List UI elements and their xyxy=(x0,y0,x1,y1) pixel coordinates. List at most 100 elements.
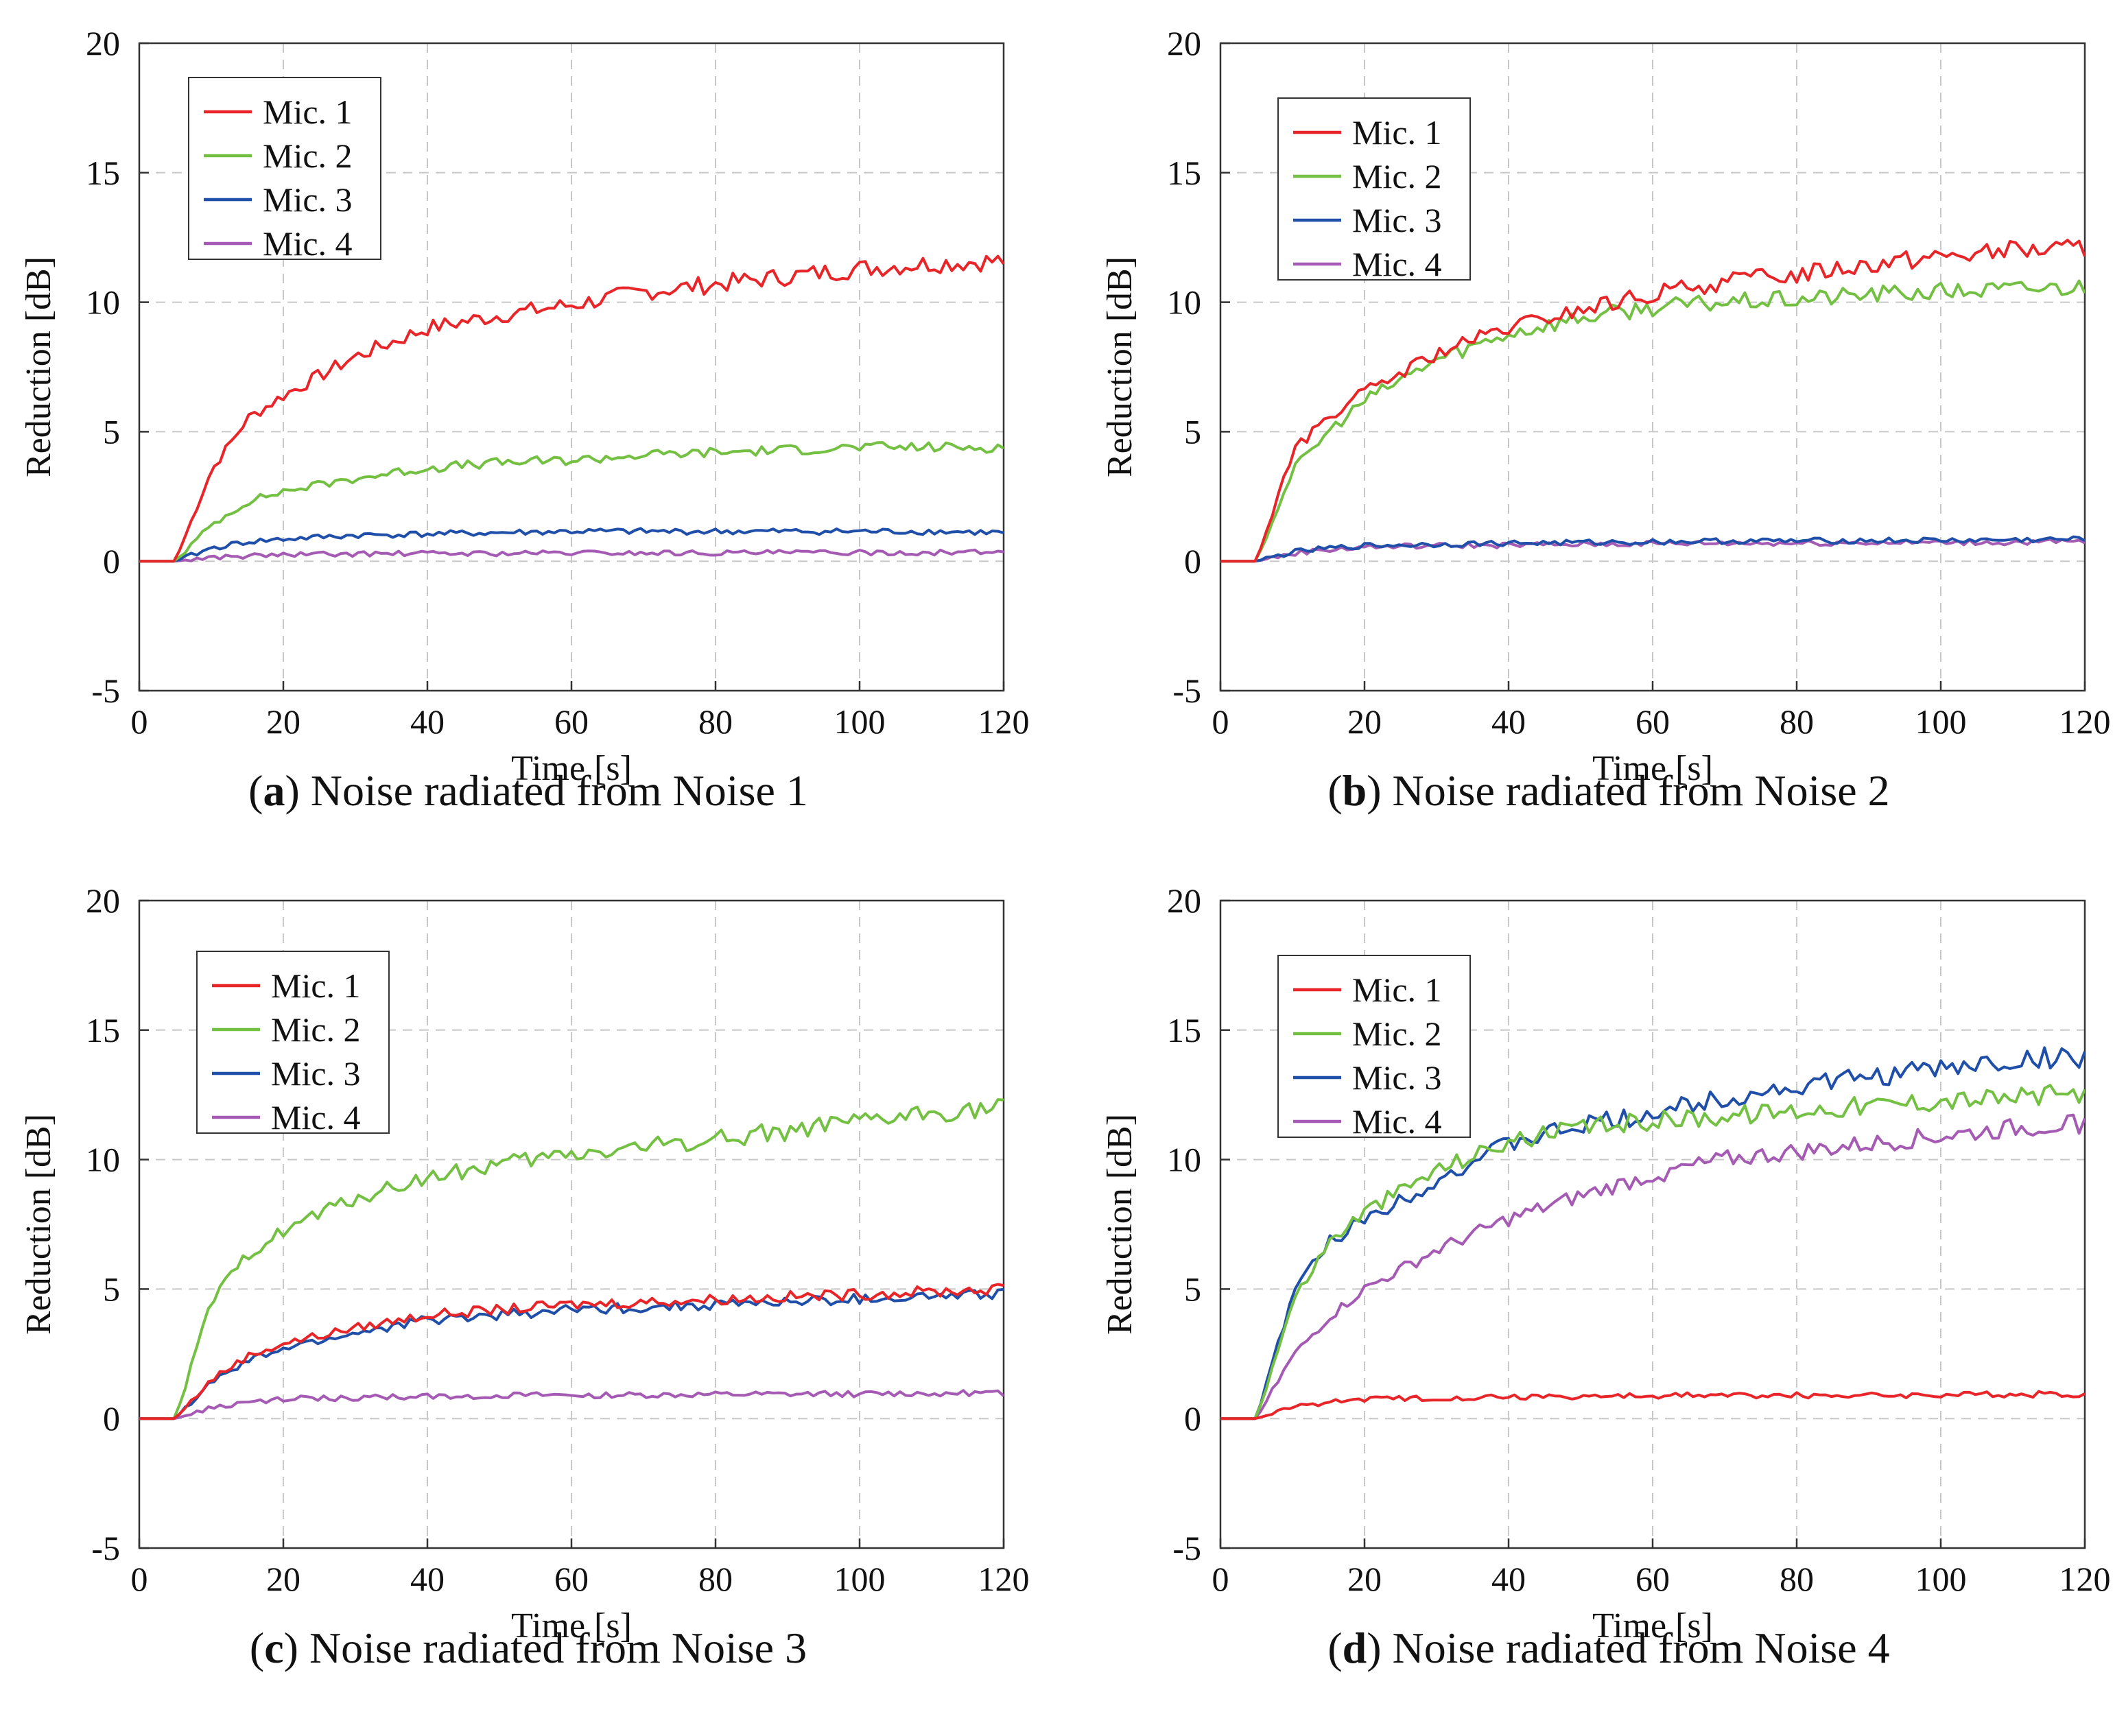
series-line-mic-3 xyxy=(139,527,1004,563)
legend-label-mic-2: Mic. 2 xyxy=(1352,1014,1442,1053)
panel-caption-a: (a) Noise radiated from Noise 1 xyxy=(248,766,808,815)
x-tick-label: 40 xyxy=(1491,1560,1526,1598)
legend: Mic. 1 Mic. 2 Mic. 3 Mic. 4 xyxy=(1277,97,1471,283)
y-tick-label: 0 xyxy=(1184,1399,1201,1438)
x-tick-label: 80 xyxy=(698,1560,733,1598)
legend-box xyxy=(188,77,381,260)
series-line-mic-2 xyxy=(1220,279,2085,563)
y-tick-label: 15 xyxy=(1167,1011,1201,1049)
x-axis-label: Time [s] xyxy=(1592,1606,1713,1645)
x-tick-label: 60 xyxy=(554,702,589,741)
y-tick-label: 10 xyxy=(1167,283,1201,322)
y-tick-label: -5 xyxy=(91,1529,120,1567)
y-tick-label: -5 xyxy=(91,671,120,710)
y-tick-label: -5 xyxy=(1172,671,1201,710)
x-tick-label: 120 xyxy=(2059,1560,2111,1598)
legend-label-mic-4: Mic. 4 xyxy=(263,224,353,263)
series-line-mic-3 xyxy=(1220,1046,2085,1420)
x-tick-label: 80 xyxy=(1780,702,1814,741)
series-line-mic-2 xyxy=(1220,1084,2085,1420)
series-line-mic-2 xyxy=(139,1098,1004,1420)
series-line-mic-4 xyxy=(139,548,1004,563)
panel-caption-text: ) Noise radiated from Noise 3 xyxy=(283,1624,807,1672)
x-tick-label: 40 xyxy=(410,1560,445,1598)
x-tick-label: 40 xyxy=(410,702,445,741)
y-axis-label: Reduction [dB] xyxy=(1100,1114,1139,1335)
y-axis-label: Reduction [dB] xyxy=(1100,257,1139,477)
chart-panel-b: 0 20 40 60 80 100 120 -5 0 5 10 15 20 Time [s] Reducti… xyxy=(1100,24,2111,788)
x-tick-label: 20 xyxy=(266,702,300,741)
legend-label-mic-3: Mic. 3 xyxy=(263,180,353,219)
y-tick-label: 0 xyxy=(103,1399,120,1438)
panel-caption-b: (b) Noise radiated from Noise 2 xyxy=(1327,766,1890,815)
y-tick-label: 20 xyxy=(86,24,120,62)
series-line-mic-2 xyxy=(139,441,1004,563)
legend: Mic. 1 Mic. 2 Mic. 3 Mic. 4 xyxy=(1277,955,1471,1141)
chart-panel-a: 0 20 40 60 80 100 120 -5 0 5 10 15 20 Time [s] Reducti… xyxy=(19,24,1030,788)
legend-box xyxy=(1277,955,1471,1138)
x-axis-label: Time [s] xyxy=(1592,749,1713,788)
legend-label-mic-3: Mic. 3 xyxy=(1352,1058,1442,1097)
x-tick-label: 20 xyxy=(266,1560,300,1598)
x-axis-label: Time [s] xyxy=(511,749,632,788)
y-tick-label: 0 xyxy=(1184,542,1201,580)
y-tick-label: 15 xyxy=(1167,154,1201,192)
panel-caption-letter: b xyxy=(1342,766,1367,815)
y-tick-label: 5 xyxy=(103,412,120,451)
y-tick-label: 5 xyxy=(1184,412,1201,451)
x-tick-label: 100 xyxy=(834,702,886,741)
y-tick-label: 20 xyxy=(1167,881,1201,920)
x-tick-label: 120 xyxy=(978,1560,1030,1598)
x-tick-label: 80 xyxy=(698,702,733,741)
x-tick-label: 20 xyxy=(1347,1560,1382,1598)
x-tick-label: 60 xyxy=(554,1560,589,1598)
series-line-mic-1 xyxy=(139,1283,1004,1420)
y-tick-label: 20 xyxy=(1167,24,1201,62)
x-tick-label: 100 xyxy=(834,1560,886,1598)
x-tick-label: 80 xyxy=(1780,1560,1814,1598)
panel-caption-letter: a xyxy=(263,766,285,815)
y-tick-label: 15 xyxy=(86,154,120,192)
x-tick-label: 60 xyxy=(1635,702,1670,741)
x-tick-label: 0 xyxy=(1212,1560,1229,1598)
legend-label-mic-4: Mic. 4 xyxy=(1352,1102,1442,1141)
x-tick-label: 120 xyxy=(2059,702,2111,741)
legend-label-mic-1: Mic. 1 xyxy=(1352,971,1442,1009)
series-line-mic-4 xyxy=(139,1389,1004,1420)
y-tick-label: 20 xyxy=(86,881,120,920)
panel-caption-c: (c) Noise radiated from Noise 3 xyxy=(249,1624,807,1672)
legend-label-mic-1: Mic. 1 xyxy=(1352,113,1442,152)
series-line-mic-1 xyxy=(139,254,1004,563)
legend-label-mic-2: Mic. 2 xyxy=(271,1010,361,1049)
legend-label-mic-2: Mic. 2 xyxy=(263,136,353,175)
x-tick-label: 0 xyxy=(131,1560,148,1598)
y-tick-label: 10 xyxy=(1167,1141,1201,1179)
x-tick-label: 120 xyxy=(978,702,1030,741)
x-tick-label: 40 xyxy=(1491,702,1526,741)
y-tick-label: 15 xyxy=(86,1011,120,1049)
series-line-mic-3 xyxy=(139,1287,1004,1420)
chart-panel-d: 0 20 40 60 80 100 120 -5 0 5 10 15 20 Time [s] Reducti… xyxy=(1100,881,2111,1645)
y-tick-label: 0 xyxy=(103,542,120,580)
panel-caption-d: (d) Noise radiated from Noise 4 xyxy=(1327,1624,1890,1672)
y-tick-label: -5 xyxy=(1172,1529,1201,1567)
y-tick-label: 5 xyxy=(103,1270,120,1308)
y-tick-label: 5 xyxy=(1184,1270,1201,1308)
x-axis-label: Time [s] xyxy=(511,1606,632,1645)
panel-caption-text: ) Noise radiated from Noise 4 xyxy=(1367,1624,1890,1672)
legend-label-mic-4: Mic. 4 xyxy=(271,1098,361,1137)
legend: Mic. 1 Mic. 2 Mic. 3 Mic. 4 xyxy=(196,951,390,1137)
series-line-mic-3 xyxy=(1220,535,2085,563)
legend-label-mic-2: Mic. 2 xyxy=(1352,157,1442,195)
panel-caption-text: ) Noise radiated from Noise 2 xyxy=(1367,766,1890,815)
legend-box xyxy=(1277,97,1471,281)
legend: Mic. 1 Mic. 2 Mic. 3 Mic. 4 xyxy=(188,77,381,263)
x-tick-label: 100 xyxy=(1915,1560,1967,1598)
legend-label-mic-1: Mic. 1 xyxy=(271,966,361,1005)
legend-label-mic-4: Mic. 4 xyxy=(1352,245,1442,283)
x-tick-label: 100 xyxy=(1915,702,1967,741)
legend-box xyxy=(196,951,390,1134)
x-tick-label: 0 xyxy=(1212,702,1229,741)
series-line-mic-1 xyxy=(1220,239,2085,563)
